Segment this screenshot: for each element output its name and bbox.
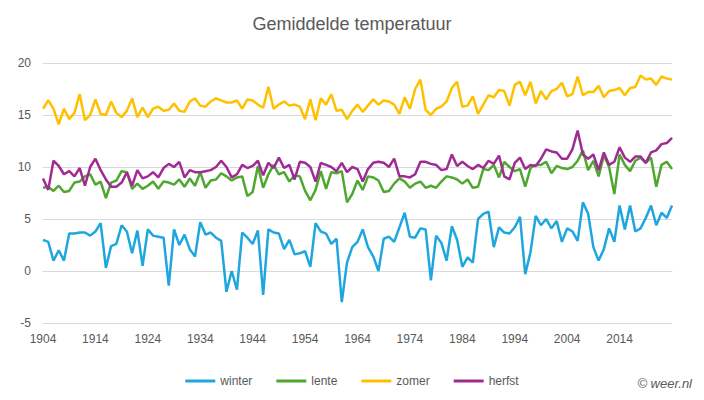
svg-text:1914: 1914 (82, 332, 109, 346)
svg-text:winter: winter (219, 374, 252, 388)
svg-text:1984: 1984 (449, 332, 476, 346)
svg-text:20: 20 (18, 56, 32, 70)
svg-text:1954: 1954 (292, 332, 319, 346)
svg-text:© weer.nl: © weer.nl (637, 376, 693, 391)
svg-text:1994: 1994 (501, 332, 528, 346)
svg-text:1904: 1904 (30, 332, 57, 346)
svg-text:zomer: zomer (396, 374, 429, 388)
svg-text:0: 0 (24, 264, 31, 278)
svg-text:1924: 1924 (134, 332, 161, 346)
svg-text:5: 5 (24, 212, 31, 226)
svg-text:1934: 1934 (187, 332, 214, 346)
svg-text:Gemiddelde temperatuur: Gemiddelde temperatuur (252, 14, 451, 34)
svg-text:lente: lente (311, 374, 337, 388)
svg-text:1964: 1964 (344, 332, 371, 346)
svg-text:-5: -5 (20, 316, 31, 330)
svg-text:1974: 1974 (397, 332, 424, 346)
svg-text:herfst: herfst (489, 374, 520, 388)
svg-text:2014: 2014 (606, 332, 633, 346)
svg-text:15: 15 (18, 108, 32, 122)
svg-text:1944: 1944 (239, 332, 266, 346)
svg-text:10: 10 (18, 160, 32, 174)
svg-text:2004: 2004 (554, 332, 581, 346)
